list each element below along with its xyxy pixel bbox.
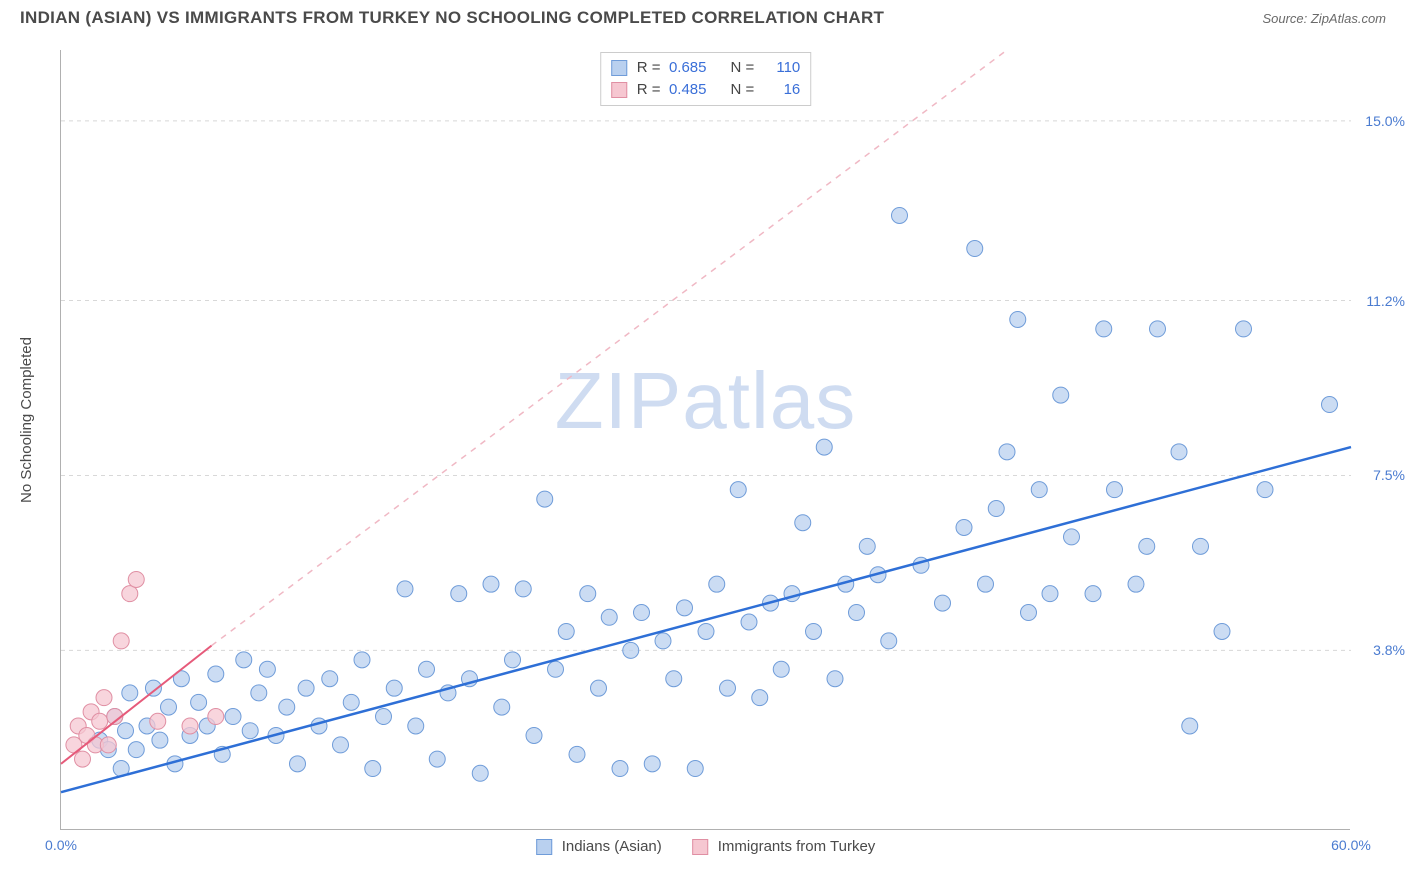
- legend-swatch-b: [611, 82, 627, 98]
- legend-row-a: R = 0.685 N = 110: [611, 57, 801, 79]
- legend-item-a: Indians (Asian): [536, 838, 662, 855]
- y-tick-label: 11.2%: [1355, 293, 1405, 309]
- y-tick-label: 15.0%: [1355, 113, 1405, 129]
- y-tick-label: 3.8%: [1355, 642, 1405, 658]
- legend-swatch-a: [611, 60, 627, 76]
- legend-item-b: Immigrants from Turkey: [692, 838, 876, 855]
- legend-swatch-b-bottom: [692, 839, 708, 855]
- legend-n-value-a: 110: [760, 57, 800, 79]
- chart-title: INDIAN (ASIAN) VS IMMIGRANTS FROM TURKEY…: [20, 8, 884, 28]
- x-tick-label: 60.0%: [1331, 837, 1371, 853]
- legend-r-label-a: R =: [637, 57, 661, 79]
- legend-r-value-a: 0.685: [667, 57, 707, 79]
- legend-text-b: Immigrants from Turkey: [718, 838, 876, 855]
- legend-swatch-a-bottom: [536, 839, 552, 855]
- legend-r-label-b: R =: [637, 79, 661, 101]
- correlation-legend: R = 0.685 N = 110 R = 0.485 N = 16: [600, 52, 812, 106]
- x-tick-label: 0.0%: [45, 837, 77, 853]
- legend-n-value-b: 16: [760, 79, 800, 101]
- series-legend: Indians (Asian) Immigrants from Turkey: [536, 838, 876, 855]
- y-tick-label: 7.5%: [1355, 467, 1405, 483]
- scatter-chart: ZIPatlas R = 0.685 N = 110 R = 0.485 N =…: [60, 50, 1350, 830]
- legend-text-a: Indians (Asian): [562, 838, 662, 855]
- y-axis-label: No Schooling Completed: [18, 337, 35, 503]
- legend-n-label-a: N =: [731, 57, 755, 79]
- plot-svg: [61, 50, 1350, 829]
- legend-r-value-b: 0.485: [667, 79, 707, 101]
- legend-row-b: R = 0.485 N = 16: [611, 79, 801, 101]
- legend-n-label-b: N =: [731, 79, 755, 101]
- source-attribution: Source: ZipAtlas.com: [1262, 11, 1386, 26]
